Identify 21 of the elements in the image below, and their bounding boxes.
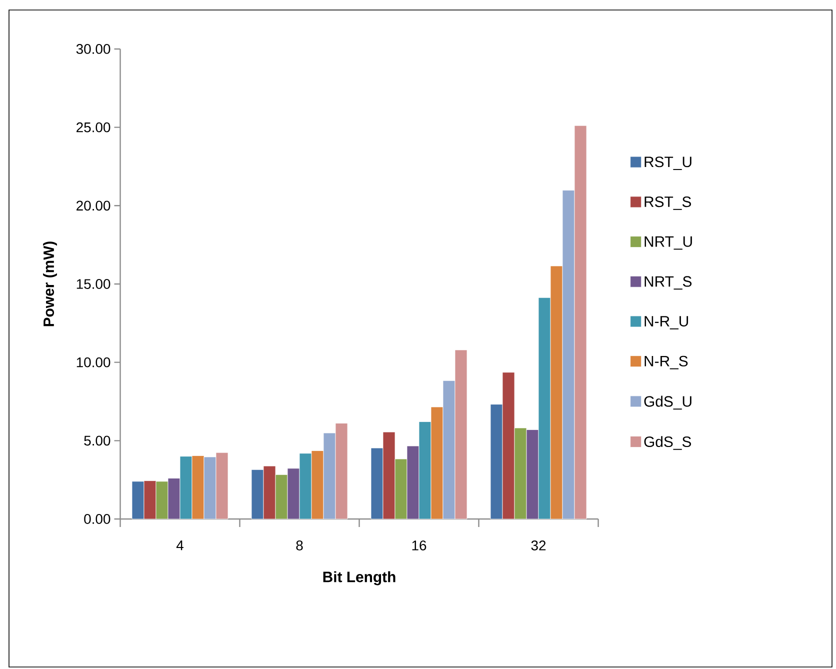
legend-label: NRT_S [644,276,692,290]
y-tick-label: 10.00 [76,357,110,368]
x-tick-label: 8 [296,540,303,550]
legend-label: N-R_S [644,356,688,370]
legend-label: NRT_U [644,236,692,250]
x-tick-label: 32 [531,540,546,550]
x-axis-title: Bit Length [323,571,396,586]
legend-label: RST_U [644,156,692,170]
legend-label: GdS_S [644,436,692,450]
x-tick-label: 16 [412,540,426,550]
y-tick-label: 15.00 [76,279,110,289]
legend-label: RST_S [644,196,691,210]
y-tick-label: 0.00 [84,514,110,524]
y-tick-label: 25.00 [76,122,110,132]
x-tick-label: 4 [176,540,184,550]
legend-label: N-R_U [644,316,688,330]
legend-label: GdS_U [644,396,692,410]
y-tick-label: 5.00 [84,436,110,446]
y-axis-title: Power (mW) [43,242,57,326]
y-tick-label: 30.00 [76,44,110,54]
y-tick-label: 20.00 [76,200,110,211]
